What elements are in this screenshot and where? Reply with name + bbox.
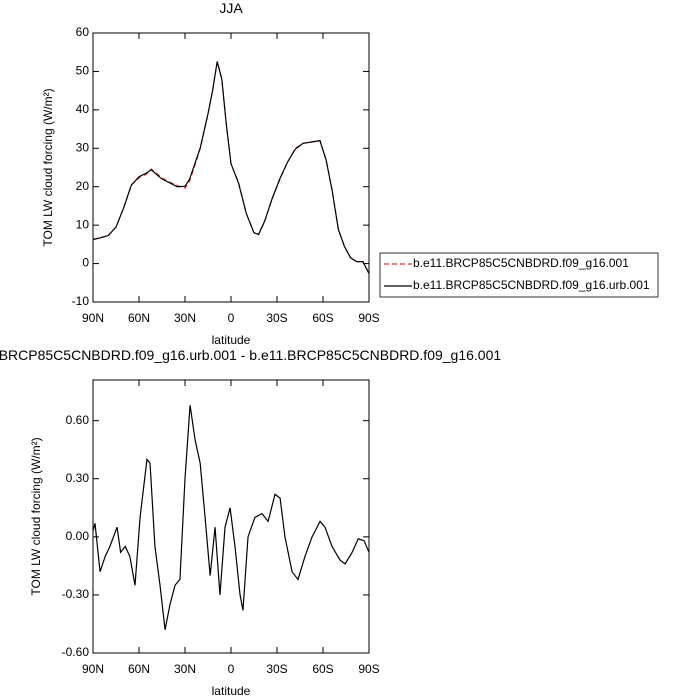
x-tick-label: 90N (82, 311, 104, 325)
y-tick-label: 0.60 (66, 413, 90, 427)
x-tick-label: 60N (128, 662, 150, 676)
y-tick-label: -0.60 (62, 645, 90, 659)
y-tick-label: 0 (82, 256, 89, 270)
series-line (92, 405, 370, 630)
x-tick-label: 30N (174, 662, 196, 676)
legend-label: b.e11.BRCP85C5CNBDRD.f09_g16.urb.001 (413, 278, 650, 292)
x-tick-label: 0 (228, 311, 235, 325)
y-tick-label: 0.30 (66, 471, 90, 485)
x-tick-label: 30S (266, 311, 287, 325)
y-axis-label: TOM LW cloud forcing (W/m²) (29, 437, 43, 595)
y-tick-label: 0.00 (66, 529, 90, 543)
chart-title: JJA (219, 0, 243, 16)
x-tick-label: 60S (312, 311, 333, 325)
chart-title: b.e11.BRCP85C5CNBDRD.f09_g16.urb.001 - b… (0, 347, 501, 363)
y-tick-label: -0.30 (62, 587, 90, 601)
y-tick-label: 40 (76, 102, 90, 116)
y-tick-label: 60 (76, 25, 90, 39)
y-tick-label: 50 (76, 64, 90, 78)
x-tick-label: 60N (128, 311, 150, 325)
x-tick-label: 60S (312, 662, 333, 676)
x-tick-label: 90S (358, 311, 379, 325)
y-tick-label: -10 (72, 294, 90, 308)
x-axis-label: latitude (212, 333, 251, 347)
y-tick-label: 10 (76, 217, 90, 231)
x-tick-label: 30S (266, 662, 287, 676)
x-tick-label: 0 (228, 662, 235, 676)
x-tick-label: 30N (174, 311, 196, 325)
x-tick-label: 90N (82, 662, 104, 676)
x-axis-label: latitude (212, 684, 251, 698)
series-line (92, 61, 370, 274)
legend-box (379, 252, 659, 298)
x-tick-label: 90S (358, 662, 379, 676)
y-axis-label: TOM LW cloud forcing (W/m²) (41, 88, 55, 246)
legend-label: b.e11.BRCP85C5CNBDRD.f09_g16.001 (413, 256, 629, 270)
y-tick-label: 30 (76, 140, 90, 154)
y-tick-label: 20 (76, 179, 90, 193)
